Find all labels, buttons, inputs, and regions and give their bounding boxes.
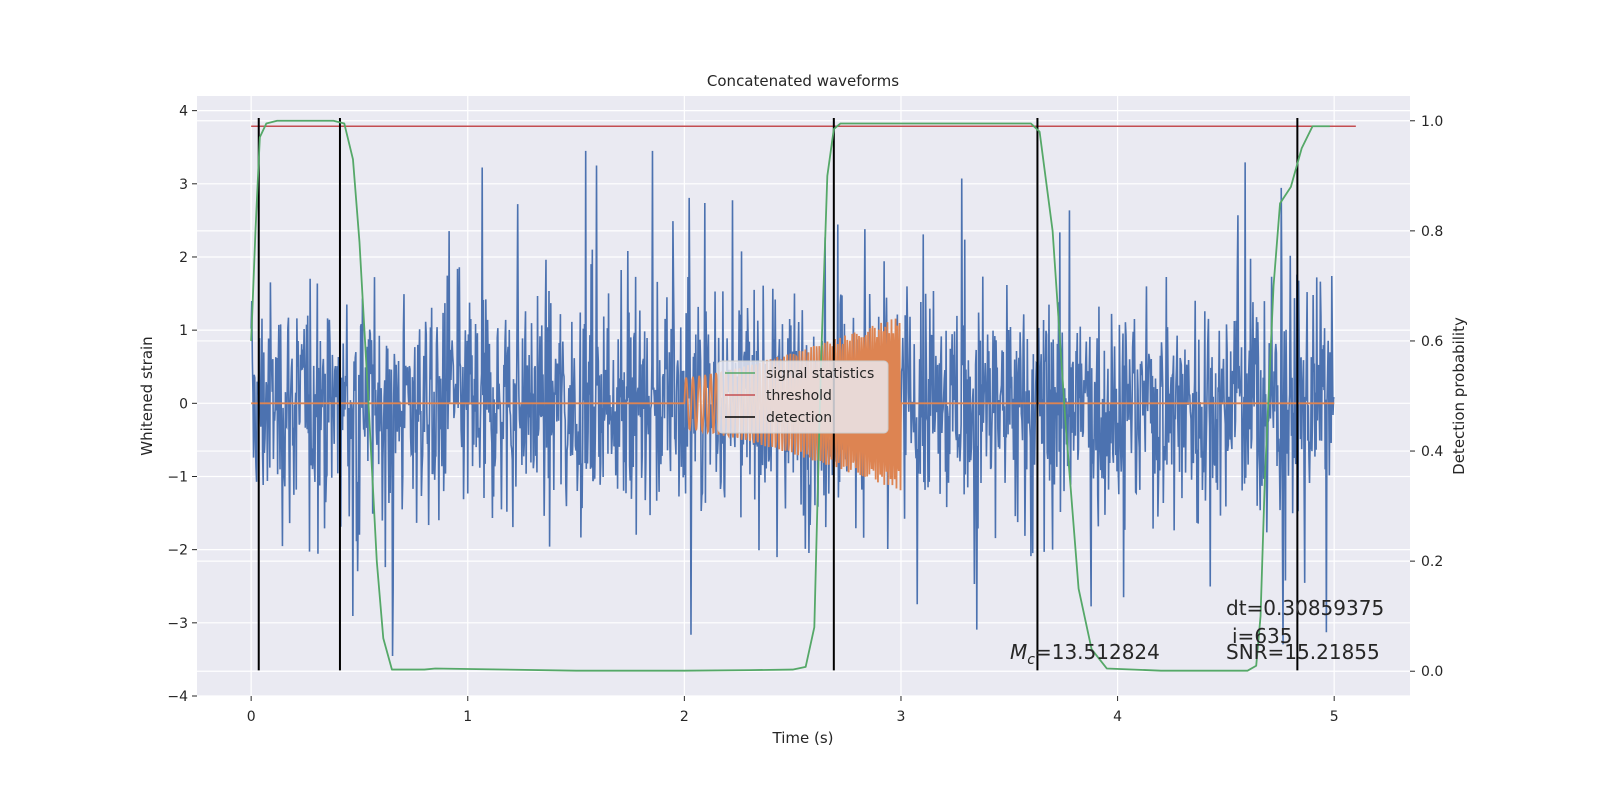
legend-box — [717, 360, 889, 434]
signal-statistics-line — [250, 119, 1330, 672]
strain-line — [250, 150, 1335, 657]
y-tick-label: 1 — [179, 323, 188, 339]
y-tick-label: −1 — [167, 469, 188, 485]
axis-ticks: 0 1 2 3 4 5 −4 −3 −2 −1 0 1 2 3 4 0.0 0.2 0.4 0.6 0.8 1.0 — [167, 104, 1443, 725]
annotation-i: i=635 — [1232, 624, 1293, 648]
y-right-tick-label: 0.8 — [1421, 224, 1443, 240]
y-right-tick-label: 0.0 — [1421, 664, 1443, 680]
y-right-axis-label: Detection probability — [1450, 317, 1468, 475]
x-tick-label: 5 — [1330, 709, 1339, 725]
x-axis-label: Time (s) — [772, 729, 834, 747]
chart-title: Concatenated waveforms — [707, 72, 899, 90]
legend-label-threshold: threshold — [766, 388, 832, 404]
y-tick-label: 2 — [179, 250, 188, 266]
y-tick-label: −3 — [167, 616, 188, 632]
annotation-snr: SNR=15.21855 — [1226, 640, 1380, 664]
x-tick-label: 4 — [1113, 709, 1122, 725]
y-tick-label: 0 — [179, 396, 188, 412]
y-tick-label: −4 — [167, 689, 188, 705]
legend-label-detection: detection — [766, 410, 832, 426]
x-tick-label: 1 — [463, 709, 472, 725]
signal-statistics-series — [250, 119, 1330, 672]
y-tick-label: −2 — [167, 543, 188, 559]
annotation-mc: Mc=13.512824 — [1010, 640, 1160, 668]
x-tick-label: 0 — [247, 709, 256, 725]
legend: signal statistics threshold detection — [717, 360, 889, 434]
x-tick-label: 2 — [680, 709, 689, 725]
strain-series — [250, 150, 1335, 657]
y-right-tick-label: 1.0 — [1421, 114, 1443, 130]
y-axis-label: Whitened strain — [138, 336, 156, 455]
legend-label-signal-statistics: signal statistics — [766, 366, 874, 382]
y-right-tick-label: 0.2 — [1421, 554, 1443, 570]
y-right-tick-label: 0.6 — [1421, 334, 1443, 350]
x-tick-label: 3 — [897, 709, 906, 725]
y-right-tick-label: 0.4 — [1421, 444, 1443, 460]
annotation-dt: dt=0.30859375 — [1226, 596, 1384, 620]
y-tick-label: 3 — [179, 177, 188, 193]
y-tick-label: 4 — [179, 104, 188, 120]
